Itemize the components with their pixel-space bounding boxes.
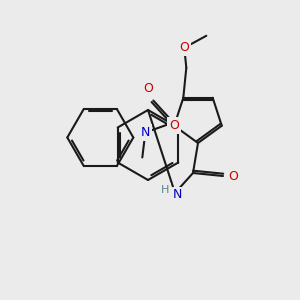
- Text: O: O: [169, 119, 179, 132]
- Text: O: O: [228, 169, 238, 182]
- Text: H: H: [161, 185, 169, 195]
- Text: O: O: [143, 82, 153, 95]
- Text: O: O: [179, 41, 189, 54]
- Text: N: N: [141, 126, 150, 139]
- Text: N: N: [172, 188, 182, 202]
